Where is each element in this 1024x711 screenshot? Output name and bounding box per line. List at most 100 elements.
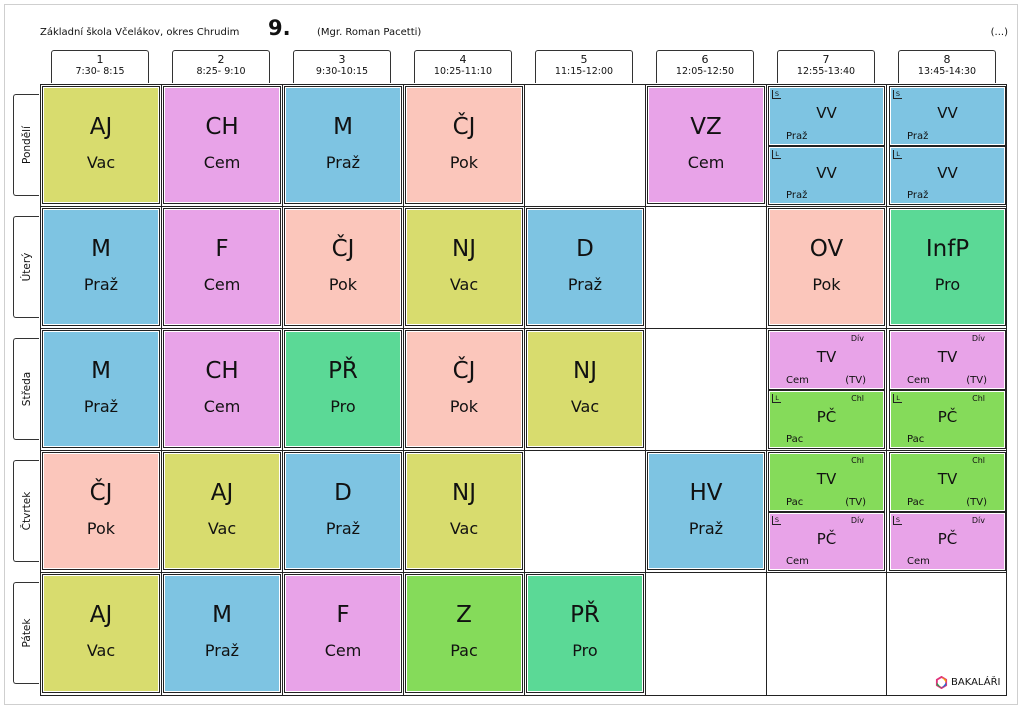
lesson-card[interactable]: AJ Vac [42, 86, 160, 204]
lesson-card-half[interactable]: S VV Praž [889, 86, 1006, 146]
timetable-grid [40, 84, 1007, 696]
period-time: 13:45-14:30 [917, 66, 977, 77]
lesson-subject: HV [689, 480, 723, 506]
lesson-teacher: Vac [86, 153, 116, 172]
day-header-wednesday: Středa [13, 338, 39, 440]
lesson-room: (TV) [845, 497, 866, 508]
lesson-card[interactable]: AJ Vac [163, 452, 281, 570]
lesson-subject: VZ [690, 114, 722, 140]
lesson-card[interactable]: NJ Vac [405, 452, 523, 570]
lesson-subject: AJ [89, 602, 113, 628]
period-header-1: 1 7:30- 8:15 [51, 50, 149, 83]
bakalari-logo-text: BAKALÁŘI [951, 677, 1001, 688]
grid-line [524, 84, 525, 696]
lesson-card[interactable]: D Praž [284, 452, 402, 570]
more-info: (...) [990, 27, 1008, 38]
lesson-card[interactable]: AJ Vac [42, 574, 160, 693]
lesson-subject: ČJ [452, 114, 476, 140]
lesson-card[interactable]: NJ Vac [405, 208, 523, 326]
group-label: Chl [972, 456, 985, 465]
lesson-card[interactable]: ČJ Pok [405, 86, 523, 204]
lesson-card[interactable]: D Praž [526, 208, 644, 326]
lesson-subject: InfP [925, 236, 970, 262]
day-label: Pondělí [20, 126, 33, 164]
lesson-teacher: Cem [687, 153, 725, 172]
lesson-card-half[interactable]: Chl TV Pac (TV) [889, 452, 1006, 512]
lesson-teacher: Pok [812, 275, 841, 294]
lesson-card[interactable]: M Praž [42, 330, 160, 448]
lesson-card-half[interactable]: L Chl PČ Pac [889, 390, 1006, 449]
lesson-card[interactable]: ČJ Pok [284, 208, 402, 326]
lesson-teacher: Praž [786, 190, 808, 201]
lesson-teacher: Pok [449, 397, 479, 416]
lesson-card[interactable]: OV Pok [768, 208, 885, 326]
lesson-subject: F [215, 236, 229, 262]
lesson-card[interactable]: PŘ Pro [284, 330, 402, 448]
period-header-8: 8 13:45-14:30 [898, 50, 996, 83]
lesson-teacher: Pro [330, 397, 356, 416]
period-header-3: 3 9:30-10:15 [293, 50, 391, 83]
lesson-card[interactable]: NJ Vac [526, 330, 644, 448]
lesson-teacher: Pac [450, 641, 478, 660]
lesson-card-half[interactable]: S Dív PČ Cem [889, 512, 1006, 571]
lesson-teacher: Praž [83, 275, 119, 294]
grid-line [161, 84, 162, 696]
class-teacher: (Mgr. Roman Pacetti) [317, 27, 422, 38]
lesson-card-half[interactable]: L VV Praž [889, 146, 1006, 205]
lesson-card[interactable]: HV Praž [647, 452, 765, 570]
lesson-card[interactable]: ČJ Pok [405, 330, 523, 448]
lesson-card-half[interactable]: S VV Praž [768, 86, 885, 146]
lesson-card-half[interactable]: S Dív PČ Cem [768, 512, 885, 571]
lesson-subject: TV [816, 470, 837, 488]
lesson-card[interactable]: M Praž [284, 86, 402, 204]
group-label: Chl [972, 394, 985, 403]
grid-line [282, 84, 283, 696]
lesson-card-half[interactable]: L Chl PČ Pac [768, 390, 885, 449]
period-number: 5 [580, 53, 588, 66]
lesson-card[interactable]: F Cem [163, 208, 281, 326]
lesson-card[interactable]: ČJ Pok [42, 452, 160, 570]
period-number: 4 [459, 53, 467, 66]
lesson-teacher: Praž [567, 275, 603, 294]
lesson-teacher: Praž [907, 190, 929, 201]
lesson-teacher: Vac [449, 275, 479, 294]
period-number: 8 [943, 53, 951, 66]
lesson-teacher: Praž [325, 519, 361, 538]
lesson-card[interactable]: M Praž [42, 208, 160, 326]
bakalari-logo: BAKALÁŘI [935, 676, 1000, 689]
lesson-teacher: Praž [325, 153, 361, 172]
grid-line [403, 84, 404, 696]
lesson-subject: NJ [452, 480, 476, 506]
group-flag: S [772, 90, 781, 99]
lesson-card-half[interactable]: Dív TV Cem (TV) [889, 330, 1006, 390]
lesson-card[interactable]: CH Cem [163, 330, 281, 448]
lesson-card[interactable]: InfP Pro [889, 208, 1006, 326]
group-flag: L [893, 150, 902, 159]
lesson-card[interactable]: F Cem [284, 574, 402, 693]
lesson-subject: PČ [937, 408, 958, 426]
day-label: Pátek [20, 618, 33, 648]
lesson-teacher: Cem [907, 556, 930, 567]
day-header-monday: Pondělí [13, 94, 39, 196]
lesson-card[interactable]: Z Pac [405, 574, 523, 693]
period-time: 8:25- 9:10 [196, 66, 246, 77]
lesson-card[interactable]: CH Cem [163, 86, 281, 204]
group-flag: S [893, 90, 902, 99]
lesson-card[interactable]: VZ Cem [647, 86, 765, 204]
lesson-card-half[interactable]: Chl TV Pac (TV) [768, 452, 885, 512]
lesson-room: (TV) [845, 375, 866, 386]
group-label: Dív [850, 516, 864, 525]
lesson-teacher: Pac [786, 497, 804, 508]
lesson-teacher: Praž [83, 397, 119, 416]
lesson-subject: VV [816, 164, 837, 182]
lesson-card-half[interactable]: Dív TV Cem (TV) [768, 330, 885, 390]
lesson-subject: VV [816, 104, 837, 122]
lesson-teacher: Cem [203, 275, 241, 294]
lesson-card[interactable]: PŘ Pro [526, 574, 644, 693]
grid-line [40, 450, 1007, 451]
lesson-teacher: Praž [688, 519, 724, 538]
lesson-card[interactable]: M Praž [163, 574, 281, 693]
lesson-card-half[interactable]: L VV Praž [768, 146, 885, 205]
lesson-subject: AJ [89, 114, 113, 140]
lesson-teacher: Cem [203, 153, 241, 172]
